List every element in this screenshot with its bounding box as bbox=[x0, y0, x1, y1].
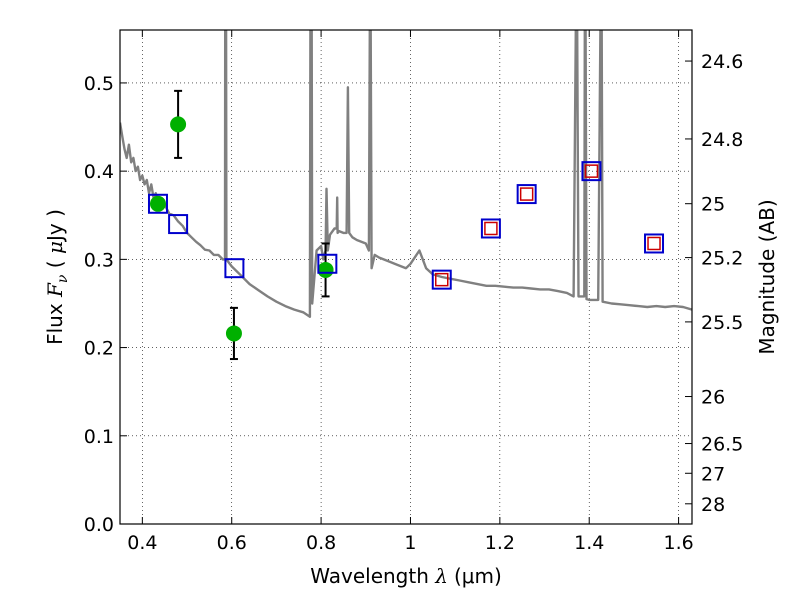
blue-square bbox=[480, 218, 501, 239]
observed-point bbox=[170, 116, 187, 133]
x-tick-label: 1 bbox=[404, 532, 416, 554]
blue-square bbox=[516, 184, 537, 205]
x-tick-label: 1.6 bbox=[663, 532, 693, 554]
observed-points bbox=[149, 116, 334, 342]
observed-point bbox=[149, 195, 166, 212]
x-tick-label: 1.2 bbox=[485, 532, 515, 554]
y2-axis-label: Magnitude (AB) bbox=[755, 199, 779, 354]
y-tick-label: 0.1 bbox=[84, 426, 114, 448]
x-tick-label: 0.6 bbox=[217, 532, 247, 554]
y2-tick-label: 25.2 bbox=[701, 248, 743, 270]
red-square bbox=[519, 187, 534, 201]
y2-tick-label: 25.5 bbox=[701, 312, 743, 334]
observed-point bbox=[317, 261, 334, 278]
y2-tick-label: 26.5 bbox=[701, 434, 743, 456]
y2-tick-label: 25 bbox=[701, 194, 725, 216]
y-axis-label: Flux Fν ( μJy ) bbox=[43, 209, 71, 345]
blue-square bbox=[431, 269, 452, 290]
x-tick-label: 0.4 bbox=[127, 532, 157, 554]
y2-tick-label: 27 bbox=[701, 463, 725, 485]
y-tick-label: 0.3 bbox=[84, 249, 114, 271]
y-tick-label: 0.5 bbox=[84, 73, 114, 95]
y-tick-label: 0.2 bbox=[84, 338, 114, 360]
red-square bbox=[584, 164, 599, 178]
blue-square bbox=[224, 258, 245, 279]
red-square bbox=[435, 272, 449, 287]
blue-square bbox=[644, 233, 665, 254]
y2-tick-label: 24.8 bbox=[701, 129, 743, 151]
y2-tick-label: 24.6 bbox=[701, 51, 743, 73]
model-red-squares bbox=[435, 164, 661, 287]
x-tick-label: 1.4 bbox=[574, 532, 604, 554]
model-blue-squares bbox=[147, 161, 665, 290]
axis-ticks: 0.4 0.6 0.8 1 1.2 1.4 1.6 0.0 0.1 0.2 0.3 0.4 0.5 24.… bbox=[84, 30, 743, 554]
y-tick-label: 0.4 bbox=[84, 161, 114, 183]
blue-square bbox=[581, 161, 602, 182]
x-axis-label: Wavelength λ (μm) bbox=[310, 564, 502, 588]
red-square bbox=[647, 236, 661, 251]
red-square bbox=[484, 221, 498, 236]
blue-square bbox=[147, 193, 168, 214]
blue-square bbox=[317, 253, 338, 274]
x-tick-label: 0.8 bbox=[306, 532, 336, 554]
y2-tick-label: 26 bbox=[701, 387, 725, 409]
y2-tick-label: 28 bbox=[701, 494, 725, 516]
plot-frame bbox=[119, 29, 693, 525]
observed-point bbox=[225, 325, 242, 342]
plot-area bbox=[120, 30, 692, 361]
y-tick-label: 0.0 bbox=[84, 514, 114, 536]
blue-square bbox=[168, 214, 189, 235]
